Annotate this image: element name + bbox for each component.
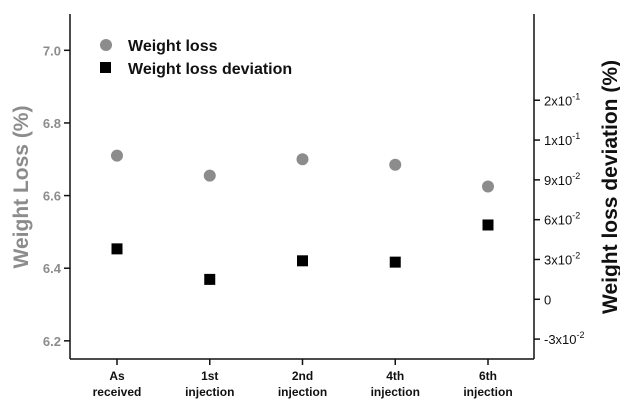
x-tick-label: 2nd (292, 369, 313, 383)
weight-loss-deviation-point (482, 219, 494, 231)
left-tick-label: 6.8 (43, 116, 61, 131)
legend-label-weight-loss-deviation: Weight loss deviation (128, 61, 292, 78)
weight-loss-point (482, 180, 494, 193)
x-tick-label: 1st (201, 369, 218, 383)
legend-label-weight-loss: Weight loss (128, 38, 218, 55)
x-tick-label: received (93, 385, 142, 399)
legend-marker-weight-loss (100, 39, 112, 51)
right-y-ticks: -3x10-2 0 3x10-2 6x10-2 9x10-2 1x10-1 2x10-1 (534, 91, 585, 347)
right-tick-label: 2x10-1 (544, 91, 580, 108)
weight-loss-point (203, 169, 216, 182)
legend-marker-weight-loss-deviation (100, 62, 111, 73)
weight-loss-deviation-point (389, 256, 401, 268)
legend: Weight loss Weight loss deviation (100, 38, 292, 78)
left-tick-label: 7.0 (43, 43, 61, 58)
right-tick-label: 6x10-2 (544, 211, 580, 228)
weight-loss-point (111, 149, 123, 162)
left-tick-label: 6.2 (43, 334, 61, 349)
x-ticks: As received 1st injection 2nd injection 4th inj… (93, 359, 513, 399)
right-tick-label: 9x10-2 (544, 171, 580, 188)
y-axis-label-left: Weight Loss (%) (10, 106, 33, 269)
right-tick-label: 3x10-2 (544, 250, 580, 267)
x-tick-label: As (109, 369, 125, 383)
x-tick-label: 4th (386, 369, 404, 383)
right-tick-label: -3x10-2 (544, 330, 585, 347)
left-tick-label: 6.6 (43, 189, 61, 204)
right-tick-label: 0 (544, 292, 551, 307)
x-tick-label: injection (185, 385, 234, 399)
y-axis-label-right: Weight loss deviation (%) (599, 60, 620, 314)
x-tick-label: injection (463, 385, 512, 399)
left-y-ticks: 6.2 6.4 6.6 6.8 7.0 (43, 43, 70, 349)
x-tick-label: injection (371, 385, 420, 399)
weight-loss-deviation-point (204, 273, 216, 285)
x-tick-label: 6th (479, 369, 497, 383)
data-points (111, 149, 494, 285)
left-tick-label: 6.4 (43, 261, 62, 276)
weight-loss-point (389, 158, 402, 171)
weight-loss-point (296, 153, 309, 166)
weight-loss-deviation-point (111, 243, 123, 255)
right-tick-label: 1x10-1 (544, 131, 580, 148)
x-tick-label: injection (278, 385, 327, 399)
weight-loss-deviation-point (297, 255, 308, 267)
